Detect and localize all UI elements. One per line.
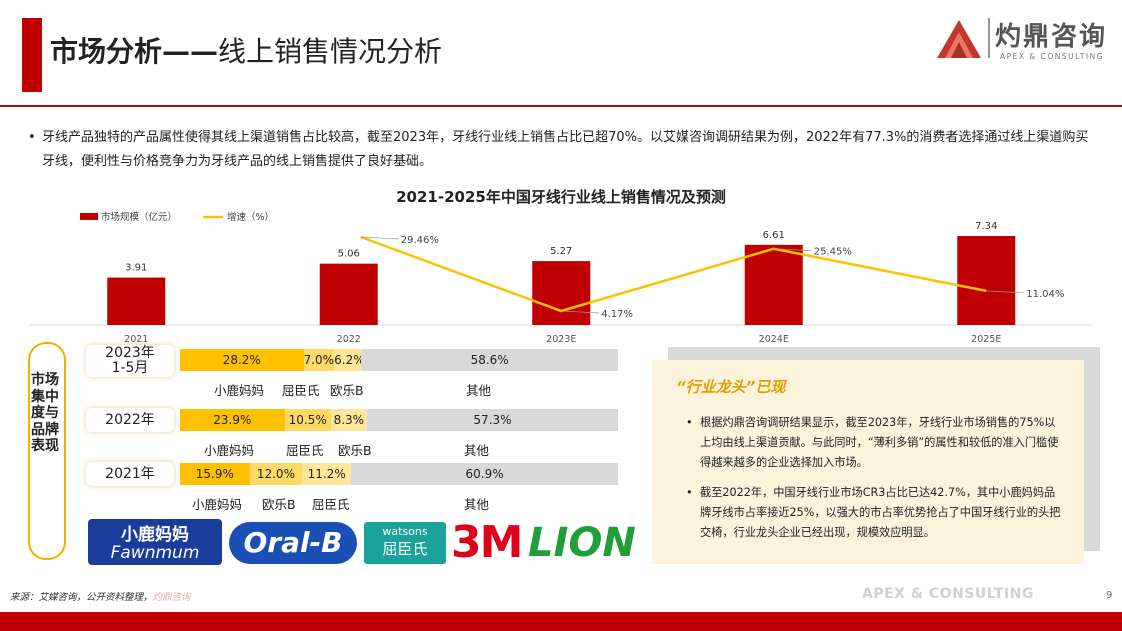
brand-label: 小鹿妈妈 <box>192 497 243 512</box>
stacked-share-bar: 28.2% 7.0% 6.2% 58.6% <box>180 349 618 371</box>
share-segment: 58.6% <box>361 349 618 371</box>
bar <box>744 244 803 325</box>
logo-english: APEX & CONSULTING <box>1000 52 1105 61</box>
bar <box>107 277 166 325</box>
growth-value-label: 25.45% <box>814 247 852 258</box>
share-segment: 8.3% <box>330 409 367 431</box>
leader-item: • 截至2022年，中国牙线行业市场CR3占比已达42.7%，其中小鹿妈妈品牌牙… <box>686 483 1066 543</box>
bar-value-label: 5.06 <box>338 249 360 260</box>
share-segment: 11.2% <box>302 463 352 485</box>
title-accent-bar <box>22 18 42 92</box>
brand-label: 欧乐B <box>262 497 296 512</box>
leader-box <box>652 360 1084 564</box>
logo-divider <box>988 18 990 58</box>
bar <box>319 263 378 325</box>
growth-value-label: 29.46% <box>401 235 439 246</box>
brand-label: 屈臣氏 <box>282 383 320 398</box>
bar-value-label: 7.34 <box>975 221 997 232</box>
bar-value-label: 3.91 <box>125 263 147 274</box>
share-segment: 23.9% <box>180 409 285 431</box>
brand-label: 其他 <box>464 443 490 458</box>
label-leader-line <box>360 236 399 240</box>
sales-chart: 市场规模（亿元） 增速（%） 3.91 2021 5.06 2022 5.27 2023E 6.… <box>30 211 1092 345</box>
leader-item: • 根据灼鼎咨询调研结果显示，截至2023年，牙线行业市场销售的75%以上均由线… <box>686 413 1066 473</box>
x-tick-label: 2024E <box>759 334 789 345</box>
brand-label: 小鹿妈妈 <box>204 443 255 458</box>
share-segment: 28.2% <box>180 349 304 371</box>
fawnmum-logo: 小鹿妈妈 Fawnmum <box>88 519 222 565</box>
growth-line <box>360 235 987 313</box>
brand-label: 欧乐B <box>330 383 364 398</box>
share-segment: 7.0% <box>303 349 335 371</box>
page-title-bold: 市场分析—— <box>50 35 219 68</box>
watsons-logo: watsons 屈臣氏 <box>364 522 446 564</box>
page-title: 市场分析——线上销售情况分析 <box>50 30 442 70</box>
x-tick-label: 2022 <box>337 334 361 345</box>
chart-title: 2021-2025年中国牙线行业线上销售情况及预测 <box>396 188 726 206</box>
source-text: 来源：艾媒咨询，公开资料整理， <box>10 592 153 603</box>
brand-label: 欧乐B <box>338 443 372 458</box>
brand-label: 其他 <box>464 497 490 512</box>
bar-value-label: 6.61 <box>763 230 785 241</box>
x-tick-label: 2023E <box>546 334 576 345</box>
bullet-icon: • <box>686 486 693 499</box>
page-number: 9 <box>1106 590 1113 601</box>
source-watermark: 灼鼎咨询 <box>152 592 191 603</box>
year-label: 2023年 1-5月 <box>86 345 174 377</box>
year-label: 2022年 <box>86 408 174 432</box>
bullet-icon: • <box>686 416 693 429</box>
bar <box>957 236 1016 325</box>
bar <box>532 261 591 325</box>
share-segment: 6.2% <box>334 349 365 371</box>
legend-bar-swatch <box>80 213 98 220</box>
stacked-share-bar: 15.9% 12.0% 11.2% 60.9% <box>180 463 618 485</box>
fawnmum-logo-cn: 小鹿妈妈 <box>121 525 189 545</box>
watsons-logo-cn: 屈臣氏 <box>382 540 428 558</box>
logo-triangle-icon <box>937 20 981 58</box>
label-leader-line <box>773 248 812 252</box>
footer-brand: APEX & CONSULTING <box>862 586 1034 602</box>
side-label: 市场集中度与品牌表现 <box>31 372 59 454</box>
leader-title: “行业龙头”已现 <box>676 378 786 396</box>
brand-label: 小鹿妈妈 <box>214 383 265 398</box>
share-segment: 60.9% <box>351 463 618 485</box>
oralb-logo: Oral-B <box>229 522 357 564</box>
watsons-logo-en: watsons <box>382 525 428 538</box>
share-segment: 57.3% <box>367 409 618 431</box>
legend-label: 市场规模（亿元） <box>101 211 177 223</box>
legend-label: 增速（%） <box>227 211 274 223</box>
logo-chinese: 灼鼎咨询 <box>995 22 1108 52</box>
year-label: 2021年 <box>86 462 174 486</box>
x-tick-label: 2021 <box>124 334 148 345</box>
leader-item-text: 截至2022年，中国牙线行业市场CR3占比已达42.7%，其中小鹿妈妈品牌牙线市… <box>700 486 1061 539</box>
share-segment: 10.5% <box>284 409 331 431</box>
lion-logo: LION <box>528 520 636 566</box>
brand-label: 其他 <box>466 383 492 398</box>
label-leader-line <box>561 310 600 314</box>
brand-label: 屈臣氏 <box>286 443 324 458</box>
header-divider <box>0 105 1122 107</box>
oralb-logo-text: Oral-B <box>243 526 343 559</box>
source-note: 来源：艾媒咨询，公开资料整理，灼鼎咨询 <box>10 589 191 603</box>
growth-value-label: 4.17% <box>601 309 633 320</box>
share-segment: 12.0% <box>249 463 303 485</box>
bar-value-label: 5.27 <box>550 246 572 257</box>
stacked-share-bar: 23.9% 10.5% 8.3% 57.3% <box>180 409 618 431</box>
page-title-rest: 线上销售情况分析 <box>218 35 443 68</box>
side-label-pill <box>28 342 66 560</box>
footer-bar <box>0 612 1122 631</box>
intro-text: 牙线产品独特的产品属性使得其线上渠道销售占比较高，截至2023年，牙线行业线上销… <box>42 130 1089 169</box>
growth-value-label: 11.04% <box>1026 289 1064 300</box>
brand-label: 屈臣氏 <box>312 497 350 512</box>
x-tick-label: 2025E <box>971 334 1001 345</box>
intro-paragraph: • 牙线产品独特的产品属性使得其线上渠道销售占比较高，截至2023年，牙线行业线… <box>28 126 1098 174</box>
leader-item-text: 根据灼鼎咨询调研结果显示，截至2023年，牙线行业市场销售的75%以上均由线上渠… <box>700 416 1059 469</box>
share-segment: 15.9% <box>180 463 250 485</box>
label-leader-line <box>986 290 1025 294</box>
fawnmum-logo-en: Fawnmum <box>110 543 200 563</box>
bullet-icon: • <box>28 130 36 145</box>
3m-logo: 3M <box>451 517 523 568</box>
